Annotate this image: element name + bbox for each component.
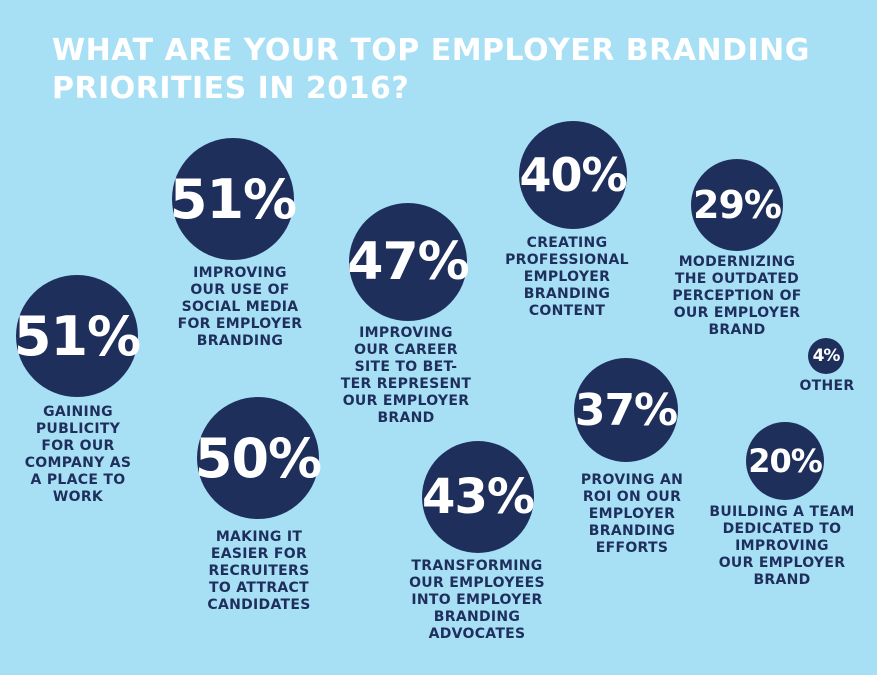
bubble-caption-3: MAKING IT EASIER FOR RECRUITERS TO ATTRACT C…	[184, 529, 334, 614]
caption-line: ROI ON OUR	[582, 489, 682, 505]
chart-title: WHAT ARE YOUR TOP EMPLOYER BRANDING PRIO…	[52, 32, 852, 108]
bubble-2: 51%	[169, 138, 297, 260]
caption-line: EASIER FOR	[210, 546, 308, 562]
bubble-caption-9: BUILDING A TEAM DEDICATED TO IMPROVING OUR …	[697, 504, 867, 589]
caption-line: GAINING	[43, 404, 113, 420]
caption-line: OUR USE OF	[190, 282, 290, 298]
caption-line: BRANDING	[433, 609, 521, 625]
bubble-value-label: 51%	[169, 167, 297, 231]
bubble-caption-8: MODERNIZING THE OUTDATED PERCEPTION OF OUR …	[657, 254, 817, 339]
caption-line: PROFESSIONAL	[505, 252, 629, 268]
caption-line: IMPROVING	[193, 265, 287, 281]
caption-line: OUR CAREER	[354, 342, 458, 358]
bubble-caption-10: OTHER	[777, 378, 877, 395]
caption-line: TER REPRESENT	[340, 376, 472, 392]
bubble-7: 37%	[574, 358, 678, 462]
caption-line: ADVOCATES	[428, 626, 526, 642]
chart-title-line-2: PRIORITIES IN 2016?	[52, 71, 410, 106]
caption-line: OUR EMPLOYER	[718, 555, 846, 571]
caption-line: PERCEPTION OF	[672, 288, 802, 304]
caption-line: CONTENT	[528, 303, 606, 319]
bubble-9: 20%	[746, 422, 824, 500]
caption-line: BRANDING	[196, 333, 284, 349]
bubble-value-label: 29%	[693, 183, 782, 227]
bubble-6: 40%	[519, 121, 628, 229]
caption-line: MAKING IT	[215, 529, 303, 545]
bubble-8: 29%	[691, 159, 783, 251]
bubble-value-label: 4%	[812, 346, 841, 366]
bubble-caption-5: TRANSFORMING OUR EMPLOYEES INTO EMPLOYER BR…	[392, 558, 562, 643]
caption-line: BUILDING A TEAM	[709, 504, 855, 520]
caption-line: OUR EMPLOYER	[673, 305, 801, 321]
caption-line: CANDIDATES	[207, 597, 311, 613]
caption-line: PUBLICITY	[35, 421, 121, 437]
caption-line: COMPANY AS	[24, 455, 132, 471]
caption-line: IMPROVING	[359, 325, 453, 341]
caption-line: TO ATTRACT	[209, 580, 309, 596]
caption-line: BRAND	[708, 322, 766, 338]
caption-line: BRANDING	[588, 523, 676, 539]
bubble-10: 4%	[808, 338, 844, 374]
caption-line: THE OUTDATED	[674, 271, 800, 287]
bubble-value-label: 40%	[519, 148, 627, 202]
caption-line: PROVING AN	[580, 472, 684, 488]
bubble-caption-4: IMPROVING OUR CAREER SITE TO BET- TER REPRE…	[326, 325, 486, 427]
caption-line: EMPLOYER	[588, 506, 676, 522]
caption-line: BRANDING	[523, 286, 611, 302]
caption-line: BRAND	[377, 410, 435, 426]
bubble-caption-7: PROVING AN ROI ON OUR EMPLOYER BRANDING EFFO…	[557, 472, 707, 557]
caption-line: A PLACE TO	[30, 472, 126, 488]
chart-title-line-1: WHAT ARE YOUR TOP EMPLOYER BRANDING	[52, 33, 810, 68]
bubble-4: 47%	[347, 203, 470, 321]
bubble-5: 43%	[422, 441, 535, 553]
caption-line: FOR EMPLOYER	[177, 316, 303, 332]
caption-line: CREATING	[526, 235, 608, 251]
caption-line: TRANSFORMING	[411, 558, 543, 574]
caption-line: WORK	[52, 489, 104, 505]
bubble-value-label: 50%	[194, 426, 322, 490]
caption-line: EFFORTS	[595, 540, 669, 556]
bubble-caption-6: CREATING PROFESSIONAL EMPLOYER BRANDING CONT…	[487, 235, 647, 320]
bubble-3: 50%	[194, 397, 322, 519]
bubble-value-label: 37%	[574, 384, 678, 436]
bubble-caption-2: IMPROVING OUR USE OF SOCIAL MEDIA FOR EMPLO…	[165, 265, 315, 350]
caption-line: INTO EMPLOYER	[411, 592, 543, 608]
caption-line: SITE TO BET-	[354, 359, 458, 375]
caption-line: SOCIAL MEDIA	[181, 299, 299, 315]
bubble-caption-1: GAINING PUBLICITY FOR OUR COMPANY AS A PLACE…	[3, 404, 153, 506]
caption-line: RECRUITERS	[208, 563, 310, 579]
caption-line: OUR EMPLOYEES	[409, 575, 545, 591]
bubble-value-label: 43%	[422, 469, 535, 525]
bubble-value-label: 51%	[13, 304, 141, 368]
caption-line: MODERNIZING	[678, 254, 796, 270]
caption-line: DEDICATED TO	[722, 521, 842, 537]
caption-line: OTHER	[799, 378, 855, 394]
caption-line: BRAND	[753, 572, 811, 588]
caption-line: EMPLOYER	[523, 269, 611, 285]
bubble-value-label: 20%	[748, 442, 823, 480]
bubble-1: 51%	[13, 275, 141, 397]
caption-line: FOR OUR	[41, 438, 115, 454]
caption-line: OUR EMPLOYER	[342, 393, 470, 409]
caption-line: IMPROVING	[735, 538, 829, 554]
bubble-value-label: 47%	[347, 232, 469, 292]
